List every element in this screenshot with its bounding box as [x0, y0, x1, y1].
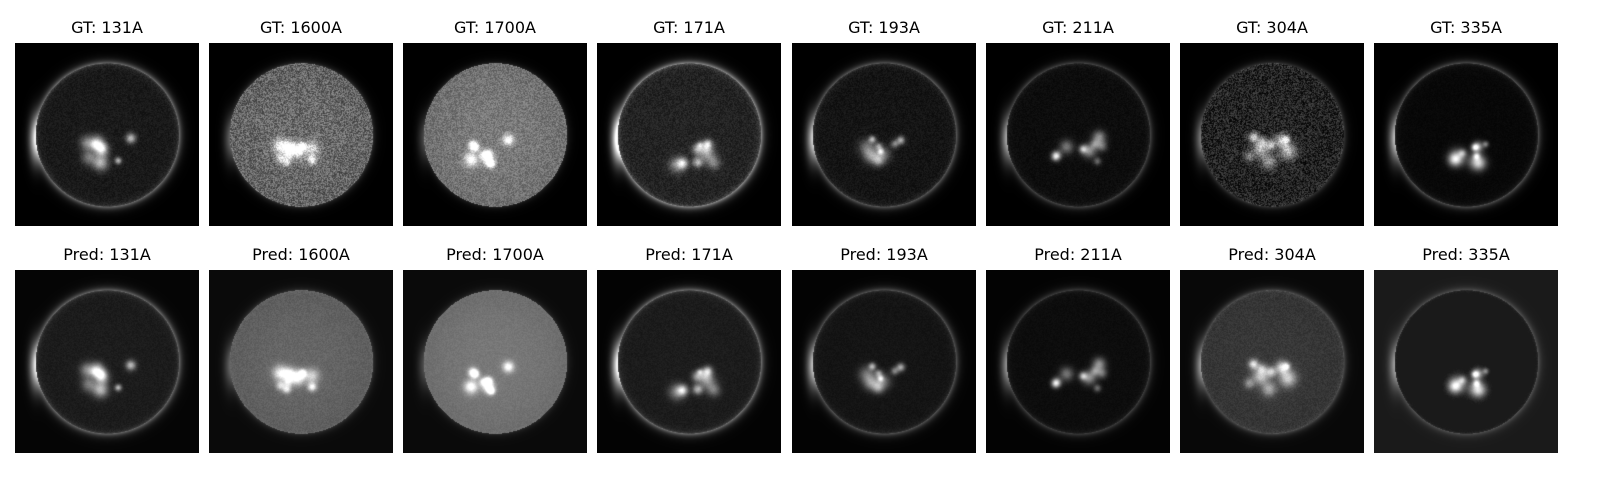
panel-title: GT: 193A	[792, 18, 976, 38]
panel-gt-1700: GT: 1700A	[403, 18, 587, 38]
sun-image	[403, 270, 587, 453]
sun-image	[209, 43, 393, 226]
sun-image	[209, 270, 393, 453]
sun-image	[597, 270, 781, 453]
panel-gt-304: GT: 304A	[1180, 18, 1364, 38]
panel-gt-171: GT: 171A	[597, 18, 781, 38]
sun-image	[986, 43, 1170, 226]
sun-image	[403, 43, 587, 226]
panel-pred-1600: Pred: 1600A	[209, 245, 393, 265]
panel-title: GT: 335A	[1374, 18, 1558, 38]
sun-image	[792, 43, 976, 226]
panel-title: GT: 171A	[597, 18, 781, 38]
panel-pred-171: Pred: 171A	[597, 245, 781, 265]
panel-pred-211: Pred: 211A	[986, 245, 1170, 265]
panel-gt-1600: GT: 1600A	[209, 18, 393, 38]
panel-gt-335: GT: 335A	[1374, 18, 1558, 38]
sun-image	[1374, 270, 1558, 453]
panel-title: GT: 131A	[15, 18, 199, 38]
panel-title: Pred: 304A	[1180, 245, 1364, 265]
sun-image	[1180, 43, 1364, 226]
panel-title: GT: 211A	[986, 18, 1170, 38]
panel-title: Pred: 193A	[792, 245, 976, 265]
sun-image	[15, 43, 199, 226]
panel-gt-193: GT: 193A	[792, 18, 976, 38]
sun-image	[597, 43, 781, 226]
panel-pred-1700: Pred: 1700A	[403, 245, 587, 265]
panel-pred-335: Pred: 335A	[1374, 245, 1558, 265]
panel-gt-211: GT: 211A	[986, 18, 1170, 38]
panel-title: Pred: 171A	[597, 245, 781, 265]
panel-gt-131: GT: 131A	[15, 18, 199, 38]
panel-title: Pred: 335A	[1374, 245, 1558, 265]
panel-title: Pred: 211A	[986, 245, 1170, 265]
panel-pred-304: Pred: 304A	[1180, 245, 1364, 265]
sun-image	[1180, 270, 1364, 453]
panel-title: GT: 1700A	[403, 18, 587, 38]
panel-pred-193: Pred: 193A	[792, 245, 976, 265]
sun-image	[15, 270, 199, 453]
sun-image	[1374, 43, 1558, 226]
panel-title: GT: 304A	[1180, 18, 1364, 38]
panel-title: Pred: 1600A	[209, 245, 393, 265]
panel-pred-131: Pred: 131A	[15, 245, 199, 265]
panel-title: GT: 1600A	[209, 18, 393, 38]
panel-title: Pred: 131A	[15, 245, 199, 265]
sun-image	[986, 270, 1170, 453]
sun-image	[792, 270, 976, 453]
panel-title: Pred: 1700A	[403, 245, 587, 265]
